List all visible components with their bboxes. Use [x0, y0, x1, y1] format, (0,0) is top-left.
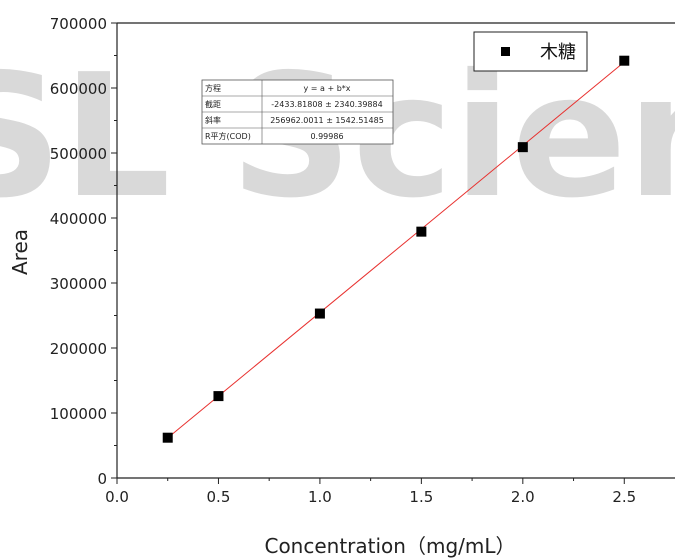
data-point: [517, 142, 528, 153]
y-tick-label: 300000: [50, 275, 107, 293]
data-point: [162, 432, 173, 443]
fit-results-table: 方程 y = a + b*x 截距 -2433.81808 ± 2340.398…: [201, 79, 394, 145]
regression-line: [167, 61, 625, 439]
x-tick-label: 0.0: [105, 488, 129, 506]
x-tick-label: 2.5: [612, 488, 636, 506]
legend-label: 木糖: [540, 42, 576, 63]
x-tick-label: 0.5: [207, 488, 231, 506]
table-value-slope: 256962.0011 ± 1542.51485: [270, 116, 384, 125]
y-tick-label: 100000: [50, 405, 107, 423]
table-label-equation: 方程: [205, 83, 221, 93]
legend-marker: [501, 47, 510, 56]
data-point: [314, 308, 325, 319]
data-point: [416, 226, 427, 237]
y-tick-label: 700000: [50, 15, 107, 33]
y-axis-title: Area: [8, 229, 32, 275]
data-point: [213, 391, 224, 402]
fit-line: [167, 61, 625, 439]
data-points: [162, 55, 630, 443]
axis-ticks: 0.0 0.5 1.0 1.5 2.0 2.5 0 100000 200000 300000 400…: [50, 15, 636, 506]
y-tick-label: 500000: [50, 145, 107, 163]
x-tick-label: 1.0: [308, 488, 332, 506]
x-tick-label: 2.0: [511, 488, 535, 506]
y-tick-label: 0: [97, 470, 107, 488]
y-tick-label: 600000: [50, 80, 107, 98]
x-tick-label: 1.5: [409, 488, 433, 506]
legend-box: [473, 31, 588, 72]
table-value-r2: 0.99986: [310, 132, 343, 141]
y-tick-label: 200000: [50, 340, 107, 358]
table-label-slope: 斜率: [205, 115, 221, 125]
table-value-intercept: -2433.81808 ± 2340.39884: [271, 100, 382, 109]
x-axis-title: Concentration（mg/mL）: [264, 534, 515, 558]
data-point: [619, 55, 630, 66]
y-tick-label: 400000: [50, 210, 107, 228]
legend: 木糖: [473, 31, 588, 72]
table-label-r2: R平方(COD): [205, 131, 251, 141]
table-value-equation: y = a + b*x: [303, 84, 350, 93]
table-label-intercept: 截距: [205, 99, 221, 109]
